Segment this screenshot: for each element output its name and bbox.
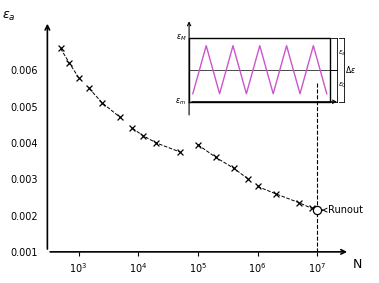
Text: $\varepsilon_a$: $\varepsilon_a$	[338, 49, 346, 58]
Point	[117, 115, 123, 120]
Point	[99, 101, 105, 105]
Point	[58, 46, 64, 51]
Y-axis label: $\varepsilon_a$: $\varepsilon_a$	[2, 10, 16, 23]
Point	[296, 201, 302, 205]
Point	[255, 184, 261, 189]
Point	[273, 192, 279, 196]
Point	[66, 61, 72, 65]
Point	[231, 166, 237, 171]
Point	[195, 142, 201, 147]
Text: $\varepsilon_M$: $\varepsilon_M$	[176, 33, 186, 43]
Point	[140, 133, 146, 138]
Point	[314, 208, 320, 212]
Point	[130, 126, 136, 131]
Point	[309, 206, 315, 211]
Point	[75, 75, 81, 80]
Point	[177, 150, 183, 154]
Text: $\varepsilon_m$: $\varepsilon_m$	[175, 97, 186, 107]
Point	[245, 177, 251, 181]
Text: Runout: Runout	[322, 205, 363, 215]
Text: $\varepsilon_0$: $\varepsilon_0$	[338, 81, 346, 90]
Text: $\Delta\varepsilon$: $\Delta\varepsilon$	[345, 64, 356, 75]
Text: N: N	[353, 258, 362, 271]
Point	[213, 155, 219, 160]
Point	[86, 86, 92, 91]
Point	[153, 141, 159, 145]
